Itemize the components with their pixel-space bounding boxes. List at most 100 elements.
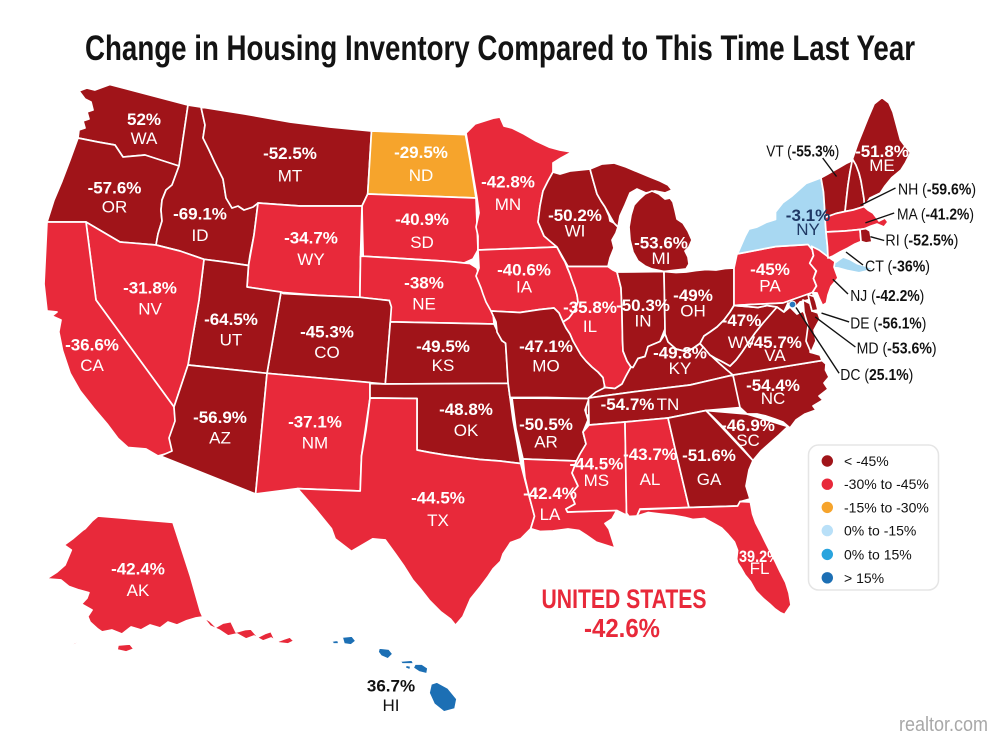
svg-text:36.7%: 36.7% — [367, 677, 415, 696]
svg-text:-42.4%: -42.4% — [111, 560, 165, 579]
svg-text:52%: 52% — [127, 110, 161, 129]
svg-text:AR: AR — [534, 433, 558, 452]
svg-text:ME: ME — [869, 156, 895, 175]
svg-text:KS: KS — [432, 356, 455, 375]
svg-text:NV: NV — [138, 300, 162, 319]
svg-text:SD: SD — [410, 233, 434, 252]
svg-text:-47%: -47% — [722, 311, 762, 330]
svg-text:0% to -15%: 0% to -15% — [844, 523, 916, 539]
svg-text:CA: CA — [80, 356, 104, 375]
svg-text:NE: NE — [412, 295, 436, 314]
svg-text:CT (-36%): CT (-36%) — [865, 259, 930, 276]
svg-text:-49%: -49% — [673, 286, 713, 305]
svg-text:-52.5%: -52.5% — [263, 144, 317, 163]
svg-text:LA: LA — [540, 505, 561, 524]
svg-text:WY: WY — [297, 250, 324, 269]
svg-text:-49.8%: -49.8% — [653, 344, 707, 363]
svg-text:MO: MO — [532, 357, 559, 376]
svg-text:-40.6%: -40.6% — [497, 261, 551, 280]
svg-text:0% to 15%: 0% to 15% — [844, 546, 912, 562]
svg-text:OH: OH — [680, 302, 706, 321]
svg-text:-29.5%: -29.5% — [394, 143, 448, 162]
svg-text:-48.8%: -48.8% — [439, 400, 493, 419]
svg-text:-15% to -30%: -15% to -30% — [844, 499, 929, 515]
svg-text:AZ: AZ — [209, 429, 231, 448]
svg-text:VT (-55.3%): VT (-55.3%) — [766, 144, 839, 161]
svg-text:-69.1%: -69.1% — [173, 205, 227, 224]
svg-text:-64.5%: -64.5% — [204, 310, 258, 329]
svg-text:-49.5%: -49.5% — [416, 337, 470, 356]
svg-text:-47.1%: -47.1% — [519, 337, 573, 356]
svg-text:-53.6%: -53.6% — [634, 234, 688, 253]
svg-text:TN: TN — [657, 395, 680, 414]
svg-text:-46.9%: -46.9% — [721, 416, 775, 435]
svg-text:MS: MS — [584, 471, 610, 490]
svg-text:-43.7%: -43.7% — [623, 445, 677, 464]
svg-text:IL: IL — [583, 317, 597, 336]
svg-text:-38%: -38% — [404, 274, 444, 293]
svg-text:NM: NM — [302, 434, 328, 453]
svg-text:NY: NY — [796, 220, 820, 239]
svg-text:-3.1%: -3.1% — [786, 206, 830, 225]
svg-text:-51.6%: -51.6% — [682, 446, 736, 465]
svg-text:UNITED STATES: UNITED STATES — [542, 584, 707, 614]
svg-text:-51.8%: -51.8% — [855, 142, 909, 161]
svg-text:NJ (-42.2%): NJ (-42.2%) — [850, 288, 924, 305]
svg-text:realtor.com: realtor.com — [899, 714, 988, 736]
svg-text:VA: VA — [764, 346, 786, 365]
svg-text:NC: NC — [761, 389, 786, 408]
svg-text:MT: MT — [278, 167, 303, 186]
svg-text:-50.2%: -50.2% — [548, 206, 602, 225]
svg-text:CO: CO — [314, 343, 340, 362]
svg-text:-42.8%: -42.8% — [481, 173, 535, 192]
svg-text:> 15%: > 15% — [844, 570, 884, 586]
svg-text:WA: WA — [131, 129, 158, 148]
svg-text:-30% to -45%: -30% to -45% — [844, 476, 929, 492]
svg-text:< -45%: < -45% — [844, 453, 889, 469]
svg-text:-36.6%: -36.6% — [65, 336, 119, 355]
svg-text:DC (25.1%): DC (25.1%) — [840, 367, 913, 384]
svg-text:-54.7%: -54.7% — [601, 395, 655, 414]
svg-text:-44.5%: -44.5% — [411, 489, 465, 508]
svg-text:-45.7%: -45.7% — [748, 333, 802, 352]
svg-text:OK: OK — [454, 421, 479, 440]
svg-text:-45.3%: -45.3% — [300, 323, 354, 342]
svg-text:-50.3%: -50.3% — [616, 296, 670, 315]
svg-text:Change in Housing Inventory Co: Change in Housing Inventory Compared to … — [85, 29, 915, 68]
svg-text:-37.1%: -37.1% — [288, 413, 342, 432]
svg-text:IA: IA — [516, 278, 533, 297]
svg-text:SC: SC — [736, 431, 760, 450]
svg-text:HI: HI — [383, 696, 400, 715]
svg-text:-42.4%: -42.4% — [523, 484, 577, 503]
svg-text:GA: GA — [697, 470, 722, 489]
svg-text:KY: KY — [669, 359, 692, 378]
svg-text:-50.5%: -50.5% — [519, 415, 573, 434]
svg-text:NH (-59.6%): NH (-59.6%) — [898, 182, 976, 199]
svg-text:MN: MN — [495, 195, 521, 214]
svg-text:MI: MI — [652, 249, 671, 268]
svg-text:DE (-56.1%): DE (-56.1%) — [850, 316, 926, 333]
svg-text:MD (-53.6%): MD (-53.6%) — [857, 341, 937, 358]
svg-text:UT: UT — [220, 331, 243, 350]
svg-text:MA (-41.2%): MA (-41.2%) — [897, 207, 974, 224]
svg-text:ID: ID — [192, 226, 209, 245]
svg-text:WV: WV — [728, 333, 756, 352]
svg-text:-31.8%: -31.8% — [123, 279, 177, 298]
svg-text:-57.6%: -57.6% — [88, 179, 142, 198]
svg-text:IN: IN — [635, 312, 652, 331]
svg-text:AK: AK — [127, 581, 150, 600]
svg-text:-35.8%: -35.8% — [563, 298, 617, 317]
svg-text:ND: ND — [409, 166, 434, 185]
svg-text:-45%: -45% — [750, 260, 790, 279]
svg-text:-42.6%: -42.6% — [584, 613, 660, 643]
svg-text:PA: PA — [759, 277, 781, 296]
svg-text:TX: TX — [427, 511, 449, 530]
svg-text:OR: OR — [102, 198, 128, 217]
svg-text:-44.5%: -44.5% — [569, 455, 623, 474]
svg-text:-54.4%: -54.4% — [746, 376, 800, 395]
svg-text:-56.9%: -56.9% — [193, 408, 247, 427]
svg-text:FL: FL — [750, 559, 770, 578]
svg-text:RI (-52.5%): RI (-52.5%) — [885, 233, 958, 250]
svg-text:-40.9%: -40.9% — [395, 210, 449, 229]
svg-text:39.2%: 39.2% — [739, 547, 780, 566]
